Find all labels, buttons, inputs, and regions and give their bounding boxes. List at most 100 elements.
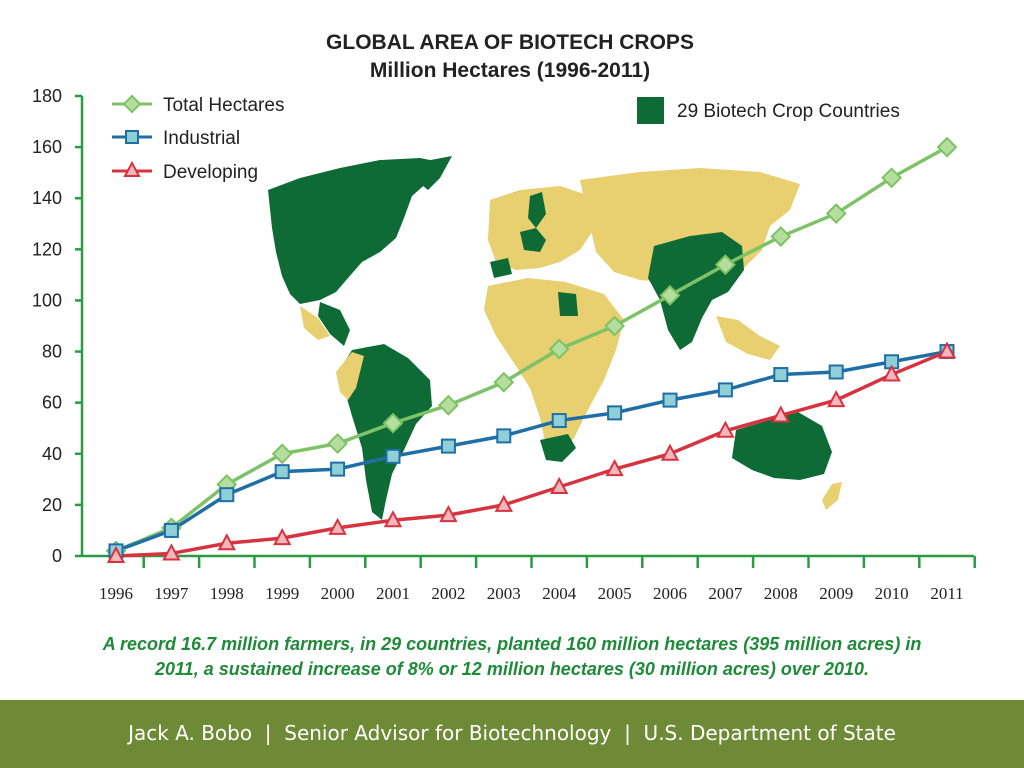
footer-text: Jack A. Bobo | Senior Advisor for Biotec… xyxy=(128,721,896,745)
series-0-point xyxy=(271,443,293,465)
y-tick-label: 100 xyxy=(32,290,62,310)
chart-subtitle: Million Hectares (1996-2011) xyxy=(370,59,650,82)
series-1-point xyxy=(496,428,512,444)
caption-line-1: A record 16.7 million farmers, in 29 cou… xyxy=(102,634,922,654)
series-0-point xyxy=(659,284,681,306)
series-2-point xyxy=(273,527,292,546)
series-line-0 xyxy=(115,145,948,553)
series-2-point xyxy=(882,364,901,382)
map-greenland xyxy=(418,156,452,190)
y-tick-label: 60 xyxy=(42,393,62,413)
x-ticks: 1996 1997 1998 1999 2000 2001 2002 2003 2004 2005… xyxy=(99,556,976,603)
y-tick-label: 40 xyxy=(42,444,62,464)
y-tick-label: 180 xyxy=(32,86,62,106)
x-tick-label: 2005 xyxy=(598,584,632,603)
series-0-point xyxy=(770,226,792,247)
map-north-america xyxy=(268,158,440,304)
x-tick-label: 2008 xyxy=(764,584,798,603)
series-1-point xyxy=(163,522,179,538)
x-tick-label: 2003 xyxy=(487,584,521,603)
series-2-point xyxy=(827,389,846,408)
chart-title: GLOBAL AREA OF BIOTECH CROPS xyxy=(326,31,694,54)
legend-label-total: Total Hectares xyxy=(163,95,284,116)
x-tick-label: 2004 xyxy=(542,584,577,603)
series-2-point xyxy=(439,504,458,523)
series-1-point xyxy=(440,438,456,454)
series-0-point xyxy=(437,394,459,416)
series-2-point xyxy=(494,494,513,512)
series-1-point xyxy=(330,461,346,477)
series-0-point xyxy=(493,371,515,393)
legend-marker-total xyxy=(122,94,142,114)
world-map xyxy=(268,156,842,520)
series-2-point xyxy=(937,341,957,359)
map-mexico xyxy=(300,306,330,340)
x-tick-label: 2000 xyxy=(321,584,355,603)
map-central-america xyxy=(318,302,350,346)
series-line-2 xyxy=(115,349,948,558)
series-1-point xyxy=(219,487,235,503)
series-2-point xyxy=(383,510,403,528)
caption-line-2: 2011, a sustained increase of 8% or 12 m… xyxy=(154,659,869,679)
series-0-point xyxy=(382,412,404,434)
y-ticks: 0 20 40 60 80 100 120 140 160 180 xyxy=(32,86,82,566)
series-2-point xyxy=(605,458,624,477)
y-tick-label: 0 xyxy=(52,546,62,566)
series-2-point xyxy=(660,443,680,461)
x-tick-label: 2009 xyxy=(819,584,853,603)
series-0-point xyxy=(881,167,903,189)
chart-caption: A record 16.7 million farmers, in 29 cou… xyxy=(20,632,1004,682)
map-scandinavia xyxy=(528,192,546,228)
series-1-point xyxy=(607,405,623,421)
x-tick-label: 1997 xyxy=(154,584,189,603)
x-tick-label: 1999 xyxy=(265,584,299,603)
footer-bar: Jack A. Bobo | Senior Advisor for Biotec… xyxy=(0,700,1024,768)
series-0-point xyxy=(604,315,626,337)
x-tick-label: 2001 xyxy=(376,584,410,603)
series-0-point xyxy=(936,136,958,158)
series-layer xyxy=(105,136,958,563)
x-tick-label: 1996 xyxy=(99,584,133,603)
y-tick-label: 120 xyxy=(32,239,62,259)
series-2-point xyxy=(106,545,126,563)
x-tick-label: 2006 xyxy=(653,584,687,603)
map-spain xyxy=(490,258,512,278)
series-0-point xyxy=(327,433,349,454)
map-europe-biotech xyxy=(520,228,546,252)
series-2-point xyxy=(771,405,790,423)
series-1-point xyxy=(662,392,678,408)
series-0-point xyxy=(825,203,847,224)
series-1-point xyxy=(274,464,290,480)
series-0-point xyxy=(548,338,570,360)
map-south-africa xyxy=(540,434,576,462)
map-egypt xyxy=(558,292,578,316)
y-tick-label: 140 xyxy=(32,188,62,208)
x-tick-label: 2007 xyxy=(708,584,743,603)
legend-marker-developing xyxy=(123,160,141,177)
series-0-point xyxy=(714,254,736,276)
series-2-point xyxy=(217,533,236,551)
series-2-point xyxy=(550,476,569,494)
x-tick-label: 2011 xyxy=(930,584,963,603)
map-australia xyxy=(732,412,832,480)
map-new-zealand xyxy=(822,482,842,510)
map-legend-label: 29 Biotech Crop Countries xyxy=(677,101,900,122)
map-south-america-north xyxy=(336,352,364,400)
legend: Total Hectares Industrial Developing 29 … xyxy=(112,94,900,183)
series-2-point xyxy=(162,543,181,561)
map-africa xyxy=(484,278,624,456)
y-tick-label: 80 xyxy=(42,342,62,362)
legend-marker-industrial xyxy=(125,130,139,144)
series-1-point xyxy=(551,413,567,429)
x-tick-label: 1998 xyxy=(210,584,244,603)
x-tick-label: 2002 xyxy=(431,584,465,603)
series-1-point xyxy=(385,448,401,464)
map-south-america xyxy=(342,344,432,520)
map-legend-swatch xyxy=(637,97,664,124)
map-se-asia xyxy=(716,316,780,360)
series-1-point xyxy=(828,364,844,380)
series-1-point xyxy=(717,382,733,398)
legend-label-developing: Developing xyxy=(163,162,258,183)
x-tick-label: 2010 xyxy=(875,584,909,603)
series-line-1 xyxy=(115,349,948,553)
